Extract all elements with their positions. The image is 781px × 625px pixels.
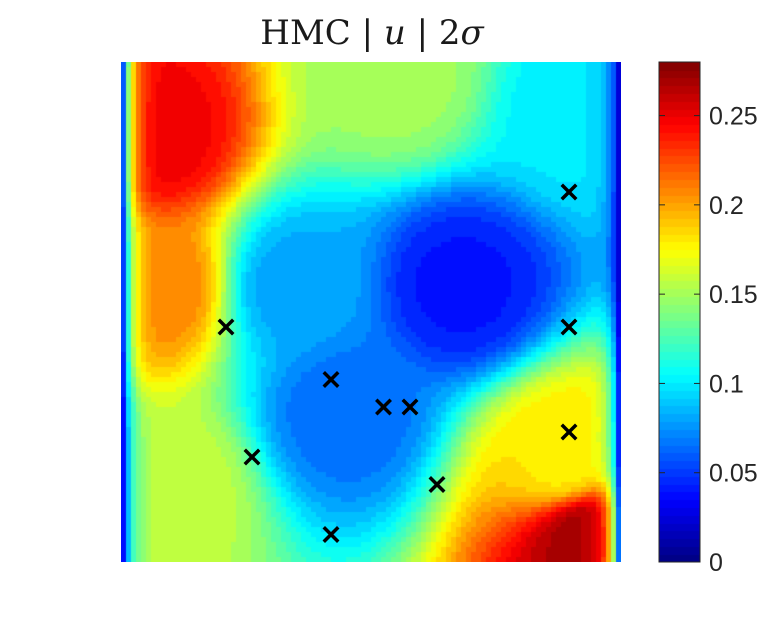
marker-layer <box>217 183 578 543</box>
title-separator: | <box>351 13 384 53</box>
sensor-marker <box>560 183 578 201</box>
chart-title: HMC | u | 2σ <box>260 13 484 53</box>
title-variable: u <box>384 13 406 53</box>
sensor-marker <box>560 318 578 336</box>
colorbar <box>659 62 700 562</box>
title-method: HMC <box>260 13 350 53</box>
colorbar-tick-label: 0.15 <box>709 281 758 309</box>
sensor-marker <box>560 423 578 441</box>
title-multiplier: 2 <box>439 13 461 53</box>
sensor-marker <box>428 476 446 493</box>
sensor-marker <box>375 398 392 416</box>
heatmap-plot <box>121 62 621 562</box>
colorbar-tick-label: 0 <box>709 549 723 577</box>
colorbar-ticks: 0 0.05 0.1 0.15 0.2 0.25 <box>659 103 758 577</box>
heatmap-canvas <box>121 62 621 562</box>
colorbar-tick-label: 0.1 <box>709 370 744 398</box>
colorbar-canvas <box>659 62 700 562</box>
colorbar-tick-label: 0.05 <box>709 460 758 488</box>
sensor-marker <box>322 371 340 388</box>
sensor-marker <box>322 526 340 543</box>
colorbar-border <box>658 61 701 563</box>
colorbar-tick-label: 0.2 <box>709 192 744 220</box>
title-sigma: σ <box>460 13 484 53</box>
title-separator: | <box>406 13 439 53</box>
sensor-marker <box>401 398 419 416</box>
colorbar-tick-label: 0.25 <box>709 103 758 131</box>
sensor-marker <box>243 448 261 466</box>
sensor-marker <box>217 318 235 336</box>
